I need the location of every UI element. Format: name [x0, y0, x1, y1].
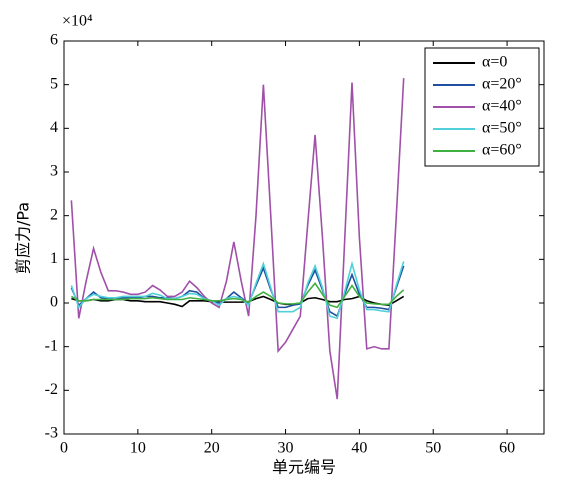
- series-line: [70, 78, 405, 400]
- x-tick-label: 60: [499, 440, 515, 457]
- y-tick-label: 4: [50, 119, 58, 136]
- x-tick-label: 10: [130, 440, 146, 457]
- series-line: [71, 295, 405, 308]
- y-tick-label: -3: [45, 425, 58, 442]
- series-line: [70, 282, 405, 309]
- legend-label: α=60°: [482, 142, 522, 159]
- y-tick-label: -2: [45, 381, 58, 398]
- series-line: [70, 265, 405, 318]
- x-tick-label: 40: [351, 440, 367, 457]
- y-tick-label: 1: [50, 250, 58, 267]
- y-tick-label: 6: [50, 32, 58, 49]
- y-tick-label: 3: [50, 163, 58, 180]
- series-line: [70, 260, 405, 320]
- legend-label: α=20°: [482, 76, 522, 93]
- legend-label: α=40°: [482, 98, 522, 115]
- y-tick-label: 2: [50, 206, 58, 223]
- x-tick-label: 50: [425, 440, 441, 457]
- legend-label: α=0: [482, 54, 507, 71]
- x-tick-label: 30: [278, 440, 294, 457]
- y-tick-label: 5: [50, 75, 58, 92]
- y-tick-label: -1: [45, 337, 58, 354]
- x-tick-label: 0: [60, 440, 68, 457]
- plot-frame: [63, 40, 545, 435]
- x-axis-label: 单元编号: [272, 458, 336, 477]
- x-tick-label: 20: [204, 440, 220, 457]
- y-multiplier: ×10⁴: [62, 13, 93, 30]
- legend-label: α=50°: [482, 120, 522, 137]
- y-axis-label: 剪应力/Pa: [14, 202, 33, 274]
- y-tick-label: 0: [50, 294, 58, 311]
